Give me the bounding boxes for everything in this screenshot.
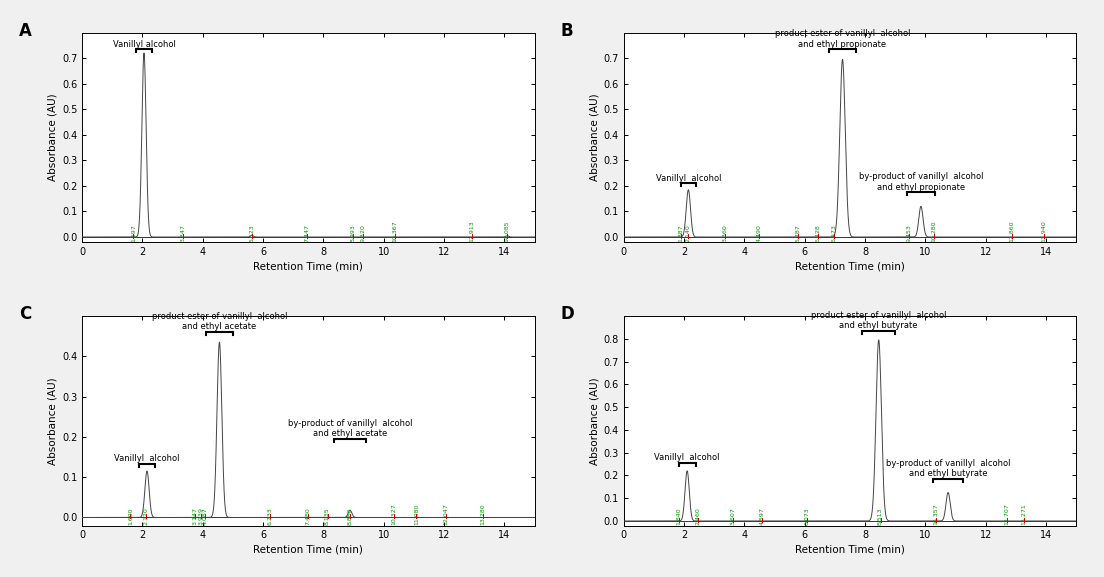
Text: 6.428: 6.428: [815, 224, 820, 242]
Text: 2.140: 2.140: [686, 224, 691, 242]
Text: D: D: [561, 305, 574, 324]
X-axis label: Retention Time (min): Retention Time (min): [254, 261, 363, 271]
Text: 12.860: 12.860: [1009, 220, 1015, 242]
Text: B: B: [561, 22, 573, 40]
Text: 6.233: 6.233: [267, 507, 273, 524]
Text: 3.347: 3.347: [181, 224, 185, 242]
Text: 10.280: 10.280: [932, 220, 936, 242]
X-axis label: Retention Time (min): Retention Time (min): [795, 545, 905, 554]
Text: 10.327: 10.327: [391, 503, 396, 524]
Text: Vanillyl  alcohol: Vanillyl alcohol: [655, 454, 720, 462]
Text: 3.939: 3.939: [199, 507, 203, 524]
Y-axis label: Absorbance (AU): Absorbance (AU): [590, 377, 599, 464]
Text: 6.073: 6.073: [805, 507, 809, 525]
Text: product ester of vanillyl  alcohol
and ethyl propionate: product ester of vanillyl alcohol and et…: [775, 29, 911, 48]
X-axis label: Retention Time (min): Retention Time (min): [795, 261, 905, 271]
Text: product ester of vanillyl  alcohol
and ethyl butyrate: product ester of vanillyl alcohol and et…: [811, 311, 946, 330]
Text: 1.600: 1.600: [128, 507, 132, 524]
Text: 13.280: 13.280: [480, 503, 486, 524]
Text: 8.513: 8.513: [878, 507, 883, 525]
Text: Vanillyl  alcohol: Vanillyl alcohol: [656, 174, 721, 183]
Text: A: A: [19, 22, 32, 40]
Text: 1.887: 1.887: [678, 224, 683, 242]
Text: 8.135: 8.135: [325, 507, 330, 524]
Text: 12.707: 12.707: [1005, 503, 1010, 525]
Text: 12.047: 12.047: [443, 503, 448, 524]
Text: 11.080: 11.080: [414, 503, 418, 524]
Text: 8.880: 8.880: [348, 507, 352, 524]
Text: 7.480: 7.480: [306, 507, 310, 524]
Text: 4.597: 4.597: [760, 507, 765, 525]
Text: C: C: [19, 305, 31, 324]
Text: 10.367: 10.367: [392, 220, 397, 242]
Y-axis label: Absorbance (AU): Absorbance (AU): [590, 93, 599, 181]
Text: 6.973: 6.973: [831, 224, 837, 242]
Text: 5.623: 5.623: [250, 224, 254, 242]
Text: by-product of vanillyl  alcohol
and ethyl acetate: by-product of vanillyl alcohol and ethyl…: [288, 419, 412, 439]
Text: 9.320: 9.320: [361, 224, 365, 242]
Text: 5.787: 5.787: [796, 224, 800, 242]
Text: 2.120: 2.120: [144, 507, 149, 524]
Text: 13.940: 13.940: [1042, 220, 1047, 242]
Text: 10.357: 10.357: [934, 504, 938, 525]
Text: 7.447: 7.447: [305, 224, 309, 242]
Text: 3.747: 3.747: [193, 507, 198, 524]
Text: 3.360: 3.360: [723, 224, 728, 242]
Text: Vanillyl alcohol: Vanillyl alcohol: [113, 40, 176, 48]
Text: 9.453: 9.453: [906, 224, 912, 242]
Text: by-product of vanillyl  alcohol
and ethyl butyrate: by-product of vanillyl alcohol and ethyl…: [885, 459, 1010, 478]
Y-axis label: Absorbance (AU): Absorbance (AU): [47, 377, 57, 464]
Y-axis label: Absorbance (AU): Absorbance (AU): [47, 93, 57, 181]
Text: 3.607: 3.607: [730, 507, 735, 525]
Text: 4.087: 4.087: [203, 507, 208, 524]
Text: 8.993: 8.993: [351, 224, 355, 242]
Text: 14.085: 14.085: [505, 220, 510, 242]
Text: 1.697: 1.697: [131, 224, 136, 242]
Text: 13.271: 13.271: [1021, 503, 1027, 525]
X-axis label: Retention Time (min): Retention Time (min): [254, 545, 363, 554]
Text: product ester of vanillyl  alcohol
and ethyl acetate: product ester of vanillyl alcohol and et…: [151, 312, 287, 331]
Text: 1.840: 1.840: [677, 507, 682, 525]
Text: Vanillyl  alcohol: Vanillyl alcohol: [114, 454, 180, 463]
Text: by-product of vanillyl  alcohol
and ethyl propionate: by-product of vanillyl alcohol and ethyl…: [859, 173, 984, 192]
Text: 12.913: 12.913: [469, 220, 475, 242]
Text: 4.490: 4.490: [756, 224, 762, 242]
Text: 2.460: 2.460: [696, 507, 701, 525]
